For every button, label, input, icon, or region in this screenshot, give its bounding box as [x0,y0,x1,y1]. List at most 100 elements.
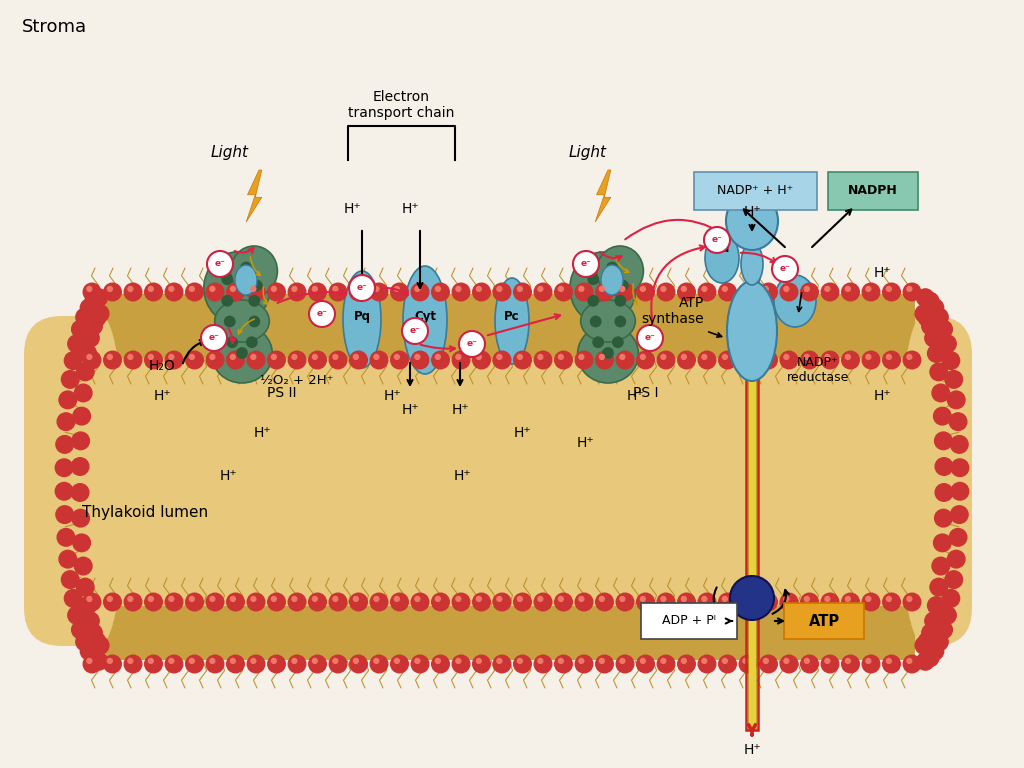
Text: e⁻: e⁻ [209,333,219,342]
Ellipse shape [230,246,278,296]
Circle shape [333,355,338,359]
Circle shape [308,283,327,301]
Circle shape [189,658,195,664]
Circle shape [412,351,429,369]
Circle shape [698,351,716,369]
Circle shape [742,355,748,359]
Text: e⁻: e⁻ [779,264,791,273]
Circle shape [930,363,947,381]
Circle shape [660,658,666,664]
Circle shape [251,355,256,359]
Circle shape [91,637,109,654]
Circle shape [620,658,625,664]
Text: H⁺: H⁺ [253,426,270,440]
Circle shape [657,655,675,673]
Circle shape [805,597,809,601]
Circle shape [415,286,420,291]
Circle shape [535,283,552,301]
Circle shape [55,482,73,500]
Circle shape [374,658,379,664]
Circle shape [678,351,695,369]
Circle shape [412,593,429,611]
Text: H⁺: H⁺ [401,403,419,417]
Circle shape [612,337,623,347]
Circle shape [764,286,768,291]
Circle shape [350,593,368,611]
Circle shape [169,597,174,601]
Circle shape [951,482,969,500]
Ellipse shape [726,192,778,250]
Circle shape [312,658,317,664]
Circle shape [722,658,727,664]
Circle shape [185,351,204,369]
Circle shape [394,355,399,359]
Circle shape [415,658,420,664]
Circle shape [935,458,952,475]
Text: Electron
transport chain: Electron transport chain [348,90,455,120]
Circle shape [805,658,809,664]
Circle shape [350,283,368,301]
Circle shape [866,286,870,291]
Text: PS I: PS I [633,386,658,400]
Circle shape [210,597,215,601]
Text: H⁺: H⁺ [454,469,471,483]
Ellipse shape [495,278,529,364]
Polygon shape [595,170,610,222]
Circle shape [61,571,79,588]
Circle shape [780,593,798,611]
Circle shape [371,593,388,611]
Circle shape [825,597,829,601]
Circle shape [591,316,601,326]
Text: H⁺: H⁺ [627,389,644,403]
Text: ATP: ATP [808,614,840,628]
Circle shape [329,351,347,369]
Circle shape [473,283,490,301]
Circle shape [83,655,100,673]
Circle shape [588,274,598,284]
Circle shape [473,351,490,369]
Circle shape [935,509,952,527]
Circle shape [555,593,572,611]
Circle shape [947,391,965,409]
Circle shape [494,283,511,301]
Circle shape [514,593,531,611]
Text: Fd: Fd [714,241,730,254]
Circle shape [87,286,92,291]
Circle shape [79,345,96,362]
Circle shape [903,593,921,611]
Circle shape [616,593,634,611]
Circle shape [85,317,102,335]
Ellipse shape [581,300,635,342]
Circle shape [620,286,625,291]
Ellipse shape [774,275,816,327]
Circle shape [862,593,880,611]
Circle shape [922,293,939,310]
Circle shape [374,597,379,601]
Circle shape [394,597,399,601]
Circle shape [226,283,245,301]
Circle shape [230,597,236,601]
Circle shape [764,597,768,601]
Circle shape [934,407,951,425]
Circle shape [950,435,968,453]
Circle shape [72,484,89,502]
Text: H⁺: H⁺ [343,202,360,216]
Text: Thylakoid lumen: Thylakoid lumen [82,505,208,521]
Circle shape [312,355,317,359]
Circle shape [678,593,695,611]
Circle shape [825,355,829,359]
Circle shape [394,658,399,664]
Circle shape [780,351,798,369]
Circle shape [206,593,224,611]
Circle shape [494,593,511,611]
Circle shape [579,355,584,359]
Circle shape [916,653,934,670]
Circle shape [494,655,511,673]
Circle shape [288,655,306,673]
Circle shape [538,355,543,359]
Circle shape [65,590,82,607]
Circle shape [780,655,798,673]
Text: e⁻: e⁻ [644,333,655,342]
Circle shape [88,632,105,650]
Circle shape [252,280,262,291]
